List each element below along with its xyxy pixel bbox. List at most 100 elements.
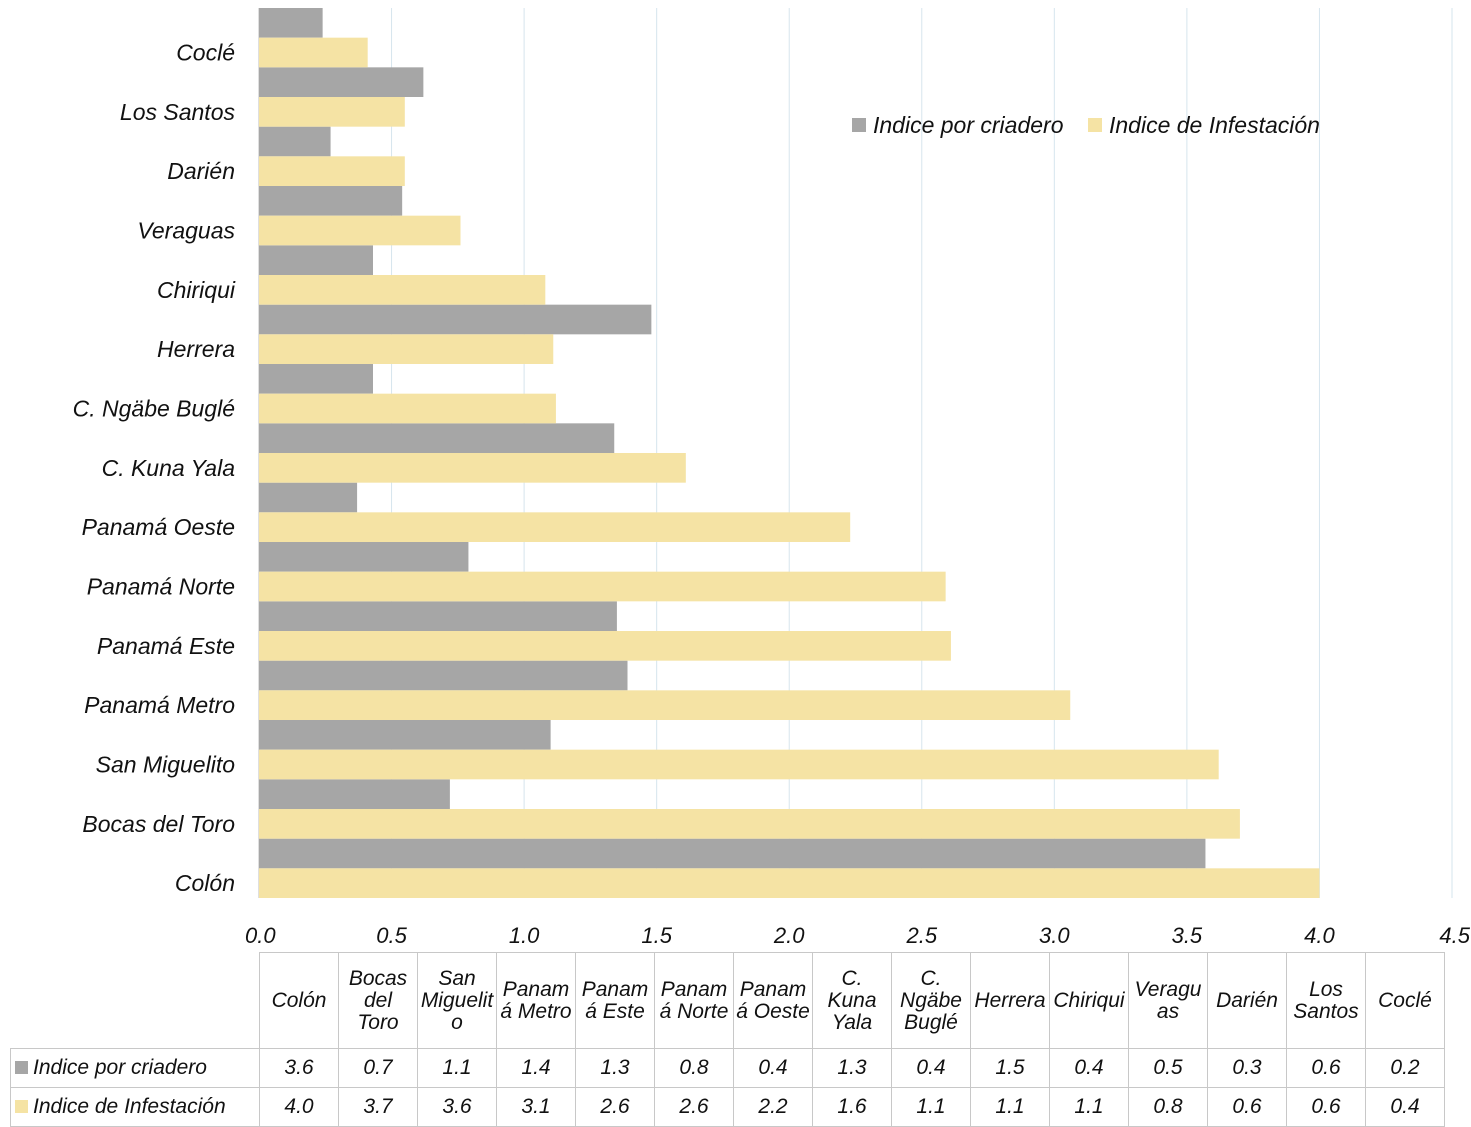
table-cell: 1.4 [496,1048,576,1088]
bar [259,393,556,424]
table-row: Indice de Infestación 4.0 3.7 3.6 3.1 2.6 2.6 2… [10,1087,1445,1127]
table-cell: 2.6 [575,1087,655,1127]
bar [259,571,946,602]
table-cell: 0.5 [1128,1048,1208,1088]
table-column-header: Colón [259,952,339,1049]
x-tick-label: 4.5 [1439,923,1470,948]
table-cell: 1.3 [812,1048,892,1088]
series-name: Indice por criadero [33,1056,207,1079]
x-tick-label: 0.5 [376,923,407,948]
table-cell: 0.8 [1128,1087,1208,1127]
table-column-header: San Miguelit o [417,952,497,1049]
bars [259,8,1320,898]
table-column-header: Panam á Este [575,952,655,1049]
table-column-header: Veragu as [1128,952,1208,1049]
table-column-header: Panam á Oeste [733,952,813,1049]
category-label: Chiriqui [157,277,236,303]
table-corner [10,952,260,1049]
category-label: Coclé [176,40,235,66]
table-legend-swatch [15,1100,28,1113]
bar [259,601,617,631]
table-column-header: Panam á Metro [496,952,576,1049]
table-cell: 1.5 [970,1048,1050,1088]
category-label: Herrera [157,336,235,362]
table-column-header: Darién [1207,952,1287,1049]
series-name-cell: Indice de Infestación [10,1087,260,1127]
table-cell: 2.2 [733,1087,813,1127]
category-label: Panamá Norte [87,574,235,600]
bar [259,215,461,246]
bar [259,275,546,305]
category-labels: Colón Bocas del Toro San Miguelito Panamá M… [73,40,236,897]
table-cell: 3.6 [259,1048,339,1088]
table-row: Indice por criadero 3.6 0.7 1.1 1.4 1.3 0.8 0.4… [10,1048,1445,1088]
table-body: Indice por criadero 3.6 0.7 1.1 1.4 1.3 0.8 0.4… [10,1048,1445,1127]
bar-chart: Colón Bocas del Toro San Miguelito Panamá M… [73,8,1471,948]
table-legend-swatch [15,1061,28,1074]
table-cell: 1.1 [417,1048,497,1088]
bar [259,186,403,216]
bar [259,631,951,661]
table-header-row: Colón Bocas del Toro San Miguelit o Panam á Metr… [10,952,1445,1049]
category-label: Los Santos [120,99,236,125]
table-column-header: C. Ngäbe Buglé [891,952,971,1049]
series-name-cell: Indice por criadero [10,1048,260,1088]
legend-label: Indice por criadero [873,112,1064,138]
x-tick-label: 4.0 [1304,923,1335,948]
bar [259,245,373,275]
table-column-header: Coclé [1365,952,1445,1049]
data-table: Colón Bocas del Toro San Miguelit o Panam á Metr… [10,952,1445,1127]
bar [259,720,551,750]
legend-label: Indice de Infestación [1109,112,1320,138]
table-cell: 3.7 [338,1087,418,1127]
bar [259,660,628,691]
category-label: Darién [167,158,235,184]
table-cell: 0.6 [1286,1087,1366,1127]
bar [259,37,368,68]
table-cell: 3.6 [417,1087,497,1127]
table-cell: 1.1 [970,1087,1050,1127]
series-name: Indice de Infestación [33,1095,226,1118]
table-column-header: Los Santos [1286,952,1366,1049]
bar [259,868,1320,898]
table-column-header: Bocas del Toro [338,952,418,1049]
table-cell: 2.6 [654,1087,734,1127]
bar [259,512,851,542]
table-cell: 0.4 [733,1048,813,1088]
table-column-header: C. Kuna Yala [812,952,892,1049]
category-label: C. Ngäbe Buglé [73,396,235,422]
table-cell: 0.7 [338,1048,418,1088]
x-tick-label: 2.0 [773,923,805,948]
table-cell: 4.0 [259,1087,339,1127]
legend: Indice por criadero Indice de Infestación [852,112,1320,138]
table-cell: 0.3 [1207,1048,1287,1088]
table-cell: 0.4 [1365,1087,1445,1127]
bar [259,8,323,38]
table-cell: 0.4 [1049,1048,1129,1088]
table-cell: 1.1 [891,1087,971,1127]
table-cell: 0.6 [1207,1087,1287,1127]
bar [259,809,1240,839]
x-axis-tick-labels: 0.0 0.5 1.0 1.5 2.0 2.5 3.0 3.5 4.0 4.5 [245,923,1471,948]
table-cell: 1.6 [812,1087,892,1127]
bar [259,364,373,394]
legend-swatch [852,118,866,132]
x-tick-label: 1.0 [509,923,540,948]
table-column-header: Herrera [970,952,1050,1049]
table-column-header: Chiriqui [1049,952,1129,1049]
bar [259,838,1206,869]
table-cell: 3.1 [496,1087,576,1127]
category-label: Veraguas [137,218,235,244]
bar [259,453,686,483]
bar [259,67,424,97]
table-cell: 0.4 [891,1048,971,1088]
bar [259,690,1071,720]
table-cell: 0.6 [1286,1048,1366,1088]
category-label: San Miguelito [96,752,236,778]
bar [259,126,331,157]
table-cell: 0.8 [654,1048,734,1088]
x-tick-label: 0.0 [245,923,276,948]
x-tick-label: 2.5 [905,923,937,948]
category-label: Panamá Oeste [82,514,235,540]
bar [259,749,1219,780]
